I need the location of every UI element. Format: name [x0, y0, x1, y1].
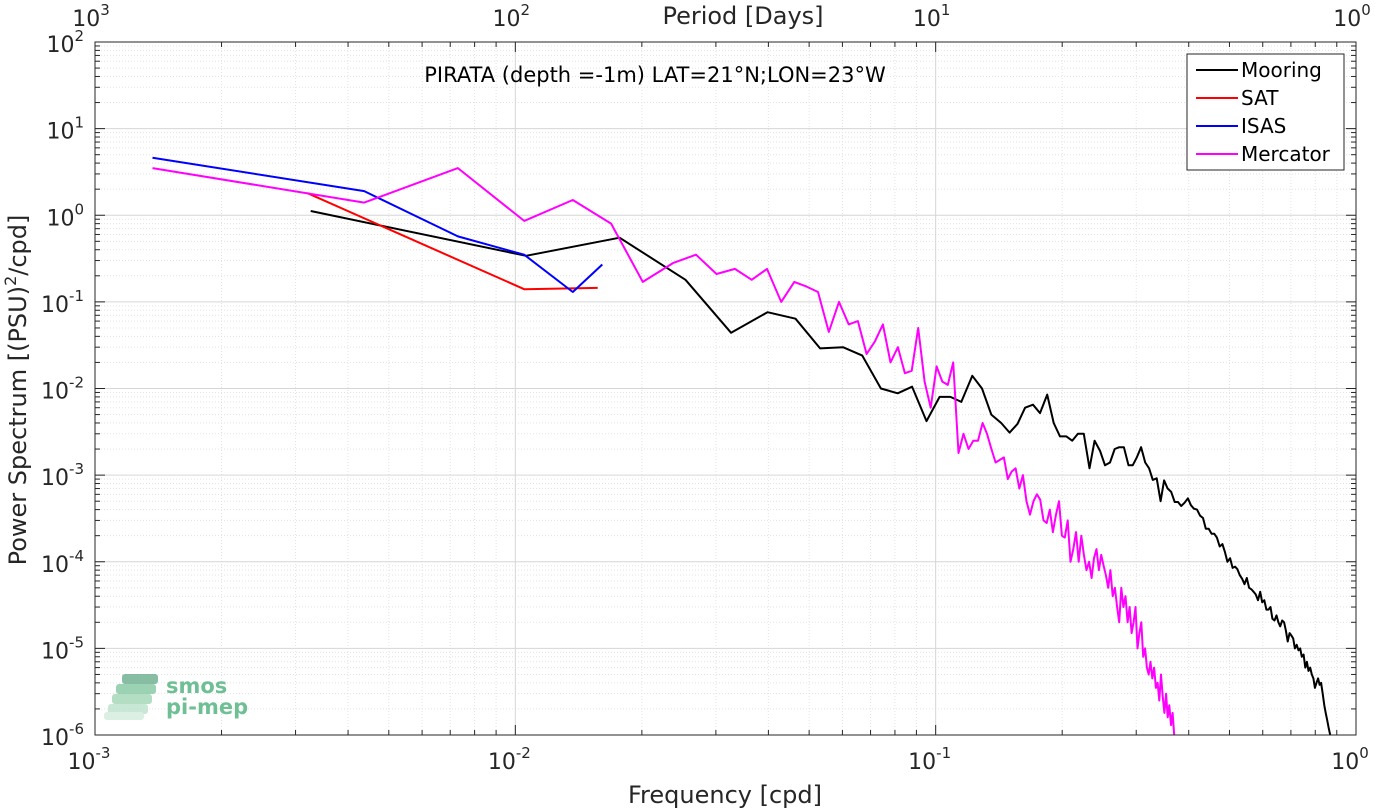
y-tick-label: 10-3: [41, 460, 84, 491]
x-tick-label: 10-3: [68, 744, 111, 775]
legend-label-sat: SAT: [1241, 86, 1279, 110]
chart-title: PIRATA (depth =-1m) LAT=21°N;LON=23°W: [424, 63, 886, 87]
x-tick-label: 100: [1331, 744, 1369, 775]
y-tick-label: 10-6: [41, 720, 84, 751]
y-axis-title-main: Power Spectrum [(PSU): [4, 286, 32, 565]
y-tick-label: 100: [46, 200, 84, 231]
y-tick-label: 10-4: [41, 547, 84, 578]
logo-text-smos: smos: [166, 674, 227, 698]
tick-marks: [94, 41, 1357, 736]
series-line-mooring: [310, 210, 1332, 735]
series-line-mercator: [152, 167, 1176, 735]
top-x-axis-title: Period [Days]: [662, 2, 823, 30]
y-axis-title-tail: /cpd]: [4, 215, 32, 276]
y-tick-labels: 102 101 100 10-1 10-2 10-3 10-4 10-5 10-6: [41, 27, 84, 751]
major-gridlines: [95, 42, 1356, 735]
top-x-tick-labels: 103 102 101 100: [72, 1, 1371, 32]
smos-pimep-logo: smos pi-mep: [104, 674, 248, 720]
legend-label-mercator: Mercator: [1241, 142, 1331, 166]
series-line-isas: [152, 156, 603, 293]
series-line-sat: [306, 192, 598, 291]
logo-text-pimep: pi-mep: [166, 695, 248, 719]
legend-box: [1186, 53, 1345, 171]
x-tick-label: 10-2: [488, 744, 531, 775]
y-axis-title: Power Spectrum [(PSU)2/cpd]: [1, 215, 32, 566]
x-tick-labels: 10-3 10-2 10-1 100: [68, 744, 1369, 775]
minor-gridlines: [95, 42, 1356, 735]
top-x-tick-label: 100: [1333, 1, 1371, 32]
legend-label-mooring: Mooring: [1241, 58, 1322, 82]
y-tick-label: 10-1: [41, 287, 84, 318]
series-layer: [152, 156, 1332, 735]
y-tick-label: 10-5: [41, 633, 84, 664]
logo-emblem: [104, 674, 158, 720]
legend: Mooring SAT ISAS Mercator: [1186, 53, 1345, 171]
y-axis-title-superscript: 2: [1, 276, 20, 286]
legend-label-isas: ISAS: [1241, 114, 1286, 138]
x-axis-title: Frequency [cpd]: [628, 781, 822, 809]
y-tick-label: 102: [46, 27, 84, 58]
top-x-tick-label: 102: [493, 1, 531, 32]
y-tick-label: 10-2: [41, 374, 84, 405]
x-tick-label: 10-1: [908, 744, 951, 775]
top-x-tick-label: 103: [72, 1, 110, 32]
top-x-tick-label: 101: [913, 1, 951, 32]
y-tick-label: 101: [46, 114, 84, 145]
